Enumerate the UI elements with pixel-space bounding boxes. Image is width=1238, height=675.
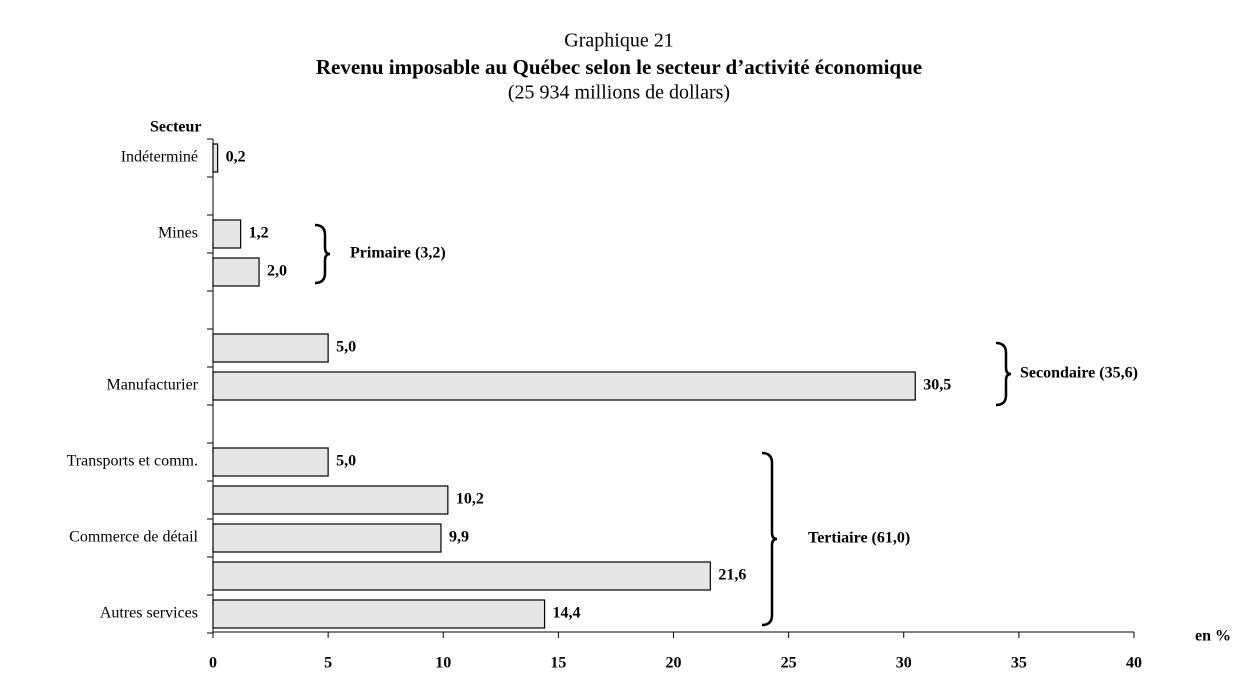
- bar: [212, 561, 711, 591]
- annotation: Secondaire (35,6): [1020, 365, 1138, 382]
- y-tick-label: Indéterminé: [121, 149, 198, 166]
- bar: [212, 447, 329, 477]
- x-tick-label: 35: [1011, 655, 1027, 672]
- value-label: 21,6: [718, 567, 746, 584]
- y-tick-label: Transports et comm.: [67, 453, 198, 470]
- bracket: [761, 451, 778, 627]
- value-label: 30,5: [923, 377, 951, 394]
- chart-subtitle: (25 934 millions de dollars): [508, 82, 730, 104]
- x-tick-label: 5: [324, 655, 332, 672]
- chart-title-line: Graphique 21: [564, 30, 673, 52]
- bar: [212, 523, 442, 553]
- y-axis-label: Secteur: [150, 119, 202, 136]
- bar: [212, 371, 916, 401]
- value-label: 2,0: [267, 263, 287, 280]
- y-tick-label: Autres services: [100, 605, 198, 622]
- bar: [212, 143, 219, 173]
- chart-title: Revenu imposable au Québec selon le sect…: [316, 55, 922, 79]
- value-label: 5,0: [336, 453, 356, 470]
- value-label: 5,0: [336, 339, 356, 356]
- value-label: 1,2: [249, 225, 269, 242]
- x-tick-label: 15: [550, 655, 566, 672]
- bracket: [314, 223, 331, 285]
- value-label: 10,2: [456, 491, 484, 508]
- value-label: 0,2: [226, 149, 246, 166]
- bar: [212, 333, 329, 363]
- annotation: Primaire (3,2): [350, 245, 446, 262]
- x-tick-label: 20: [666, 655, 682, 672]
- bar: [212, 219, 242, 249]
- value-label: 9,9: [449, 529, 469, 546]
- bar: [212, 485, 449, 515]
- x-tick-label: 0: [209, 655, 217, 672]
- annotation: Tertiaire (61,0): [808, 530, 910, 547]
- bar: [212, 257, 260, 287]
- x-tick-label: 10: [435, 655, 451, 672]
- x-axis-label: en %: [1195, 628, 1231, 645]
- y-tick-label: Mines: [158, 225, 198, 242]
- x-tick-label: 30: [896, 655, 912, 672]
- x-tick-label: 25: [781, 655, 797, 672]
- value-label: 14,4: [553, 605, 581, 622]
- bar: [212, 599, 546, 629]
- y-tick-label: Manufacturier: [106, 377, 198, 394]
- y-tick-label: Commerce de détail: [69, 529, 198, 546]
- bracket: [995, 341, 1012, 407]
- x-tick-label: 40: [1126, 655, 1142, 672]
